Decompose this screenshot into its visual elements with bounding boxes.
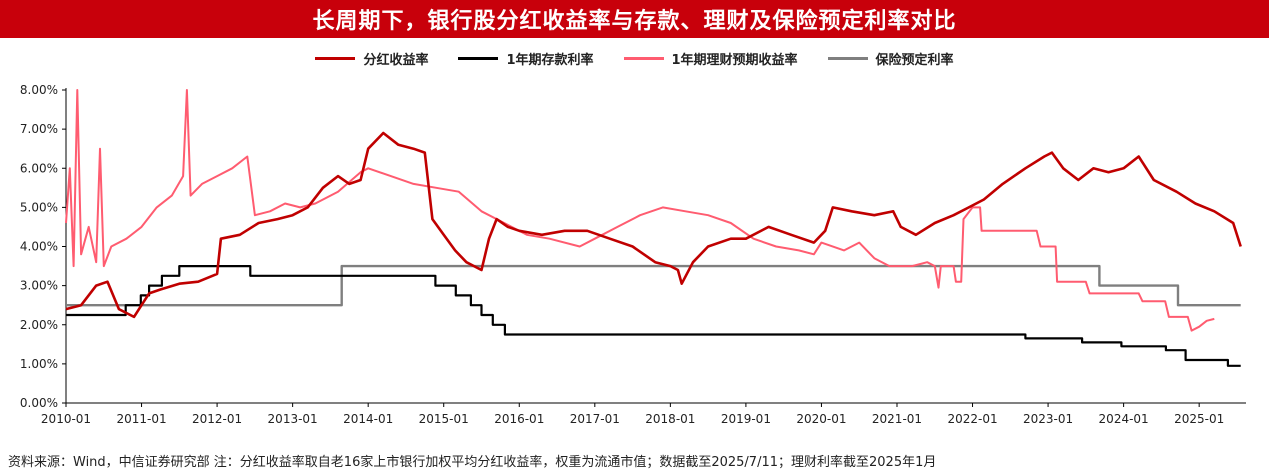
x-tick-label: 2016-01 [494,412,544,426]
legend-swatch-wealth-yield [623,56,664,60]
x-tick-label: 2024-01 [1099,412,1149,426]
chart-title: 长周期下，银行股分红收益率与存款、理财及保险预定利率对比 [0,0,1269,38]
dividend-yield-line [65,131,1242,319]
x-tick-label: 2011-01 [116,412,166,426]
y-tick-label: 2.00% [20,318,58,332]
legend-label-deposit-rate: 1年期存款利率 [506,52,594,68]
x-tick-label: 2013-01 [268,412,318,426]
source-note: 资料来源：Wind，中信证券研究部 注：分红收益率取自老16家上市银行加权平均分… [8,455,937,470]
deposit-rate-line [66,265,1241,367]
legend-item-deposit-rate: 1年期存款利率 [458,49,594,68]
y-tick-label: 5.00% [20,200,58,214]
x-tick-label: 2022-01 [947,412,997,426]
y-tick-label: 8.00% [20,83,58,97]
chart-legend: 分红收益率 1年期存款利率 1年期理财预期收益率 保险预定利率 [0,46,1269,70]
y-tick-label: 4.00% [20,240,58,254]
y-tick-label: 3.00% [20,279,58,293]
legend-swatch-dividend-yield [315,56,356,60]
x-tick-label: 2020-01 [796,412,846,426]
legend-label-dividend-yield: 分红收益率 [363,52,429,68]
x-tick-label: 2014-01 [343,412,393,426]
x-tick-label: 2017-01 [570,412,620,426]
y-tick-label: 0.00% [20,396,58,410]
x-tick-label: 2023-01 [1023,412,1073,426]
legend-label-wealth-yield: 1年期理财预期收益率 [671,52,798,68]
x-tick-label: 2018-01 [645,412,695,426]
wealth-yield-line [65,89,1215,332]
legend-label-insurance-rate: 保险预定利率 [875,52,954,68]
y-tick-label: 6.00% [20,161,58,175]
x-tick-label: 2010-01 [41,412,91,426]
x-tick-label: 2019-01 [721,412,771,426]
x-tick-label: 2025-01 [1174,412,1224,426]
legend-swatch-insurance-rate [827,56,868,60]
x-tick-label: 2012-01 [192,412,242,426]
x-tick-label: 2021-01 [872,412,922,426]
y-tick-label: 7.00% [20,122,58,136]
x-tick-label: 2015-01 [419,412,469,426]
insurance-rate-line [66,264,1241,307]
legend-item-insurance-rate: 保险预定利率 [827,49,954,68]
legend-item-dividend-yield: 分红收益率 [315,49,428,68]
line-chart: 0.00% 1.00% 2.00% 3.00% 4.00% 5.00% 6.00% 7.00%… [20,83,1246,426]
y-tick-label: 1.00% [20,357,58,371]
legend-swatch-deposit-rate [458,56,499,60]
legend-item-wealth-yield: 1年期理财预期收益率 [623,49,798,68]
